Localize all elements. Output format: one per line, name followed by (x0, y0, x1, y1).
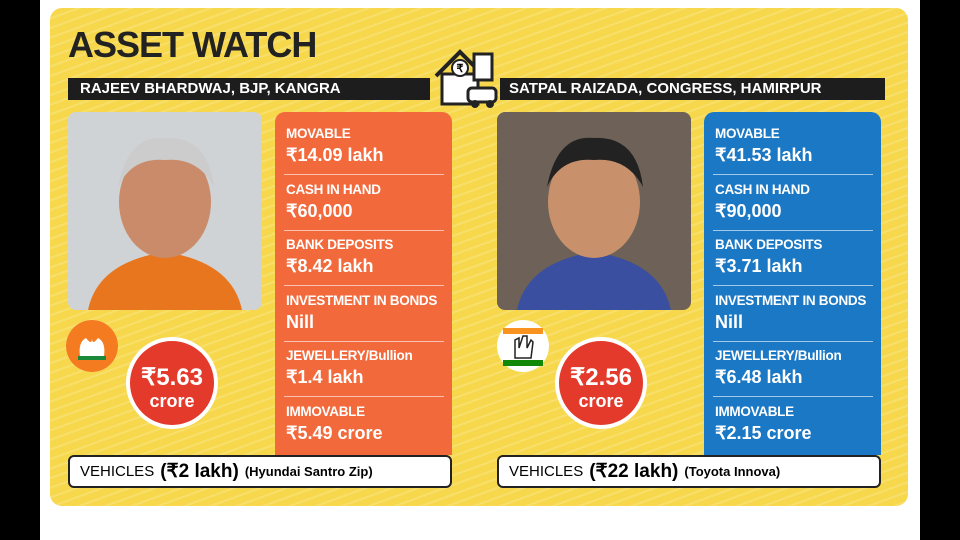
asset-label: BANK DEPOSITS (286, 237, 394, 252)
portrait (517, 137, 671, 310)
vehicles: VEHICLES (₹2 lakh) (Hyundai Santro Zip) (68, 455, 452, 488)
separator (284, 285, 444, 286)
separator (713, 285, 873, 286)
party-logo (66, 320, 118, 372)
logo-art (66, 320, 118, 372)
asset-label: IMMOVABLE (286, 403, 365, 419)
vehicles-model: (Toyota Innova) (684, 464, 781, 479)
vehicles-model: (Hyundai Santro Zip) (244, 464, 373, 479)
asset-value: ₹8.42 lakh (286, 256, 374, 276)
separator (284, 229, 444, 231)
total-assets: ₹2.56 crore (555, 337, 647, 429)
asset-value: ₹90,000 (715, 200, 782, 221)
asset-label: CASH IN HAND (286, 181, 381, 197)
asset-label: MOVABLE (286, 126, 351, 141)
asset-value: Nill (286, 311, 315, 332)
separator (284, 174, 444, 175)
separator (713, 229, 873, 231)
vehicles-label: VEHICLES (509, 463, 584, 480)
party-logo (497, 320, 549, 372)
total-amount: ₹2.56 (570, 364, 632, 391)
vehicles-value: (₹22 lakh) (589, 461, 679, 482)
photo (497, 112, 691, 310)
frame-edge (920, 0, 960, 540)
asset-label: IMMOVABLE (715, 403, 794, 419)
photo (68, 112, 262, 310)
asset-label: INVESTMENT IN BONDS (286, 292, 438, 308)
separator (713, 396, 873, 397)
portrait (88, 137, 242, 310)
asset-label: CASH IN HAND (715, 181, 810, 197)
name-bar (500, 78, 885, 100)
asset-label: MOVABLE (715, 126, 780, 141)
house-icon: ₹ (434, 49, 498, 108)
asset-value: ₹14.09 lakh (286, 145, 384, 165)
separator (713, 174, 873, 175)
vehicles: VEHICLES (₹22 lakh) (Toyota Innova) (497, 455, 881, 488)
asset-label: INVESTMENT IN BONDS (715, 292, 867, 308)
total-amount: ₹5.63 (141, 364, 203, 391)
name-bar (68, 78, 430, 100)
asset-label: JEWELLERY/Bullion (715, 348, 842, 363)
frame-edge (0, 0, 40, 540)
candidate-name: SATPAL RAIZADA, CONGRESS, HAMIRPUR (509, 80, 822, 97)
total-unit: crore (149, 391, 195, 411)
asset-panel: MOVABLE ₹41.53 lakh CASH IN HAND ₹90,000 BAN… (704, 112, 881, 455)
candidate-name: RAJEEV BHARDWAJ, BJP, KANGRA (80, 80, 341, 97)
separator (713, 340, 873, 342)
svg-text:₹: ₹ (457, 63, 464, 75)
asset-value: ₹1.4 lakh (286, 367, 364, 387)
asset-panel: MOVABLE ₹14.09 lakh CASH IN HAND ₹60,000 BAN… (275, 112, 452, 455)
asset-value: ₹41.53 lakh (715, 145, 813, 165)
vehicles-label: VEHICLES (80, 463, 155, 480)
asset-value: ₹2.15 crore (715, 422, 812, 443)
asset-value: ₹5.49 crore (286, 422, 383, 443)
asset-value: Nill (715, 311, 744, 332)
separator (284, 340, 444, 342)
asset-value: ₹3.71 lakh (715, 256, 803, 276)
total-unit: crore (578, 391, 624, 411)
asset-label: BANK DEPOSITS (715, 237, 823, 252)
total-assets: ₹5.63 crore (126, 337, 218, 429)
asset-value: ₹60,000 (286, 200, 353, 221)
asset-label: JEWELLERY/Bullion (286, 348, 413, 363)
logo-art (503, 328, 543, 366)
title: ASSET WATCH (68, 24, 317, 65)
asset-value: ₹6.48 lakh (715, 367, 803, 387)
vehicles-value: (₹2 lakh) (160, 461, 239, 482)
separator (284, 396, 444, 397)
